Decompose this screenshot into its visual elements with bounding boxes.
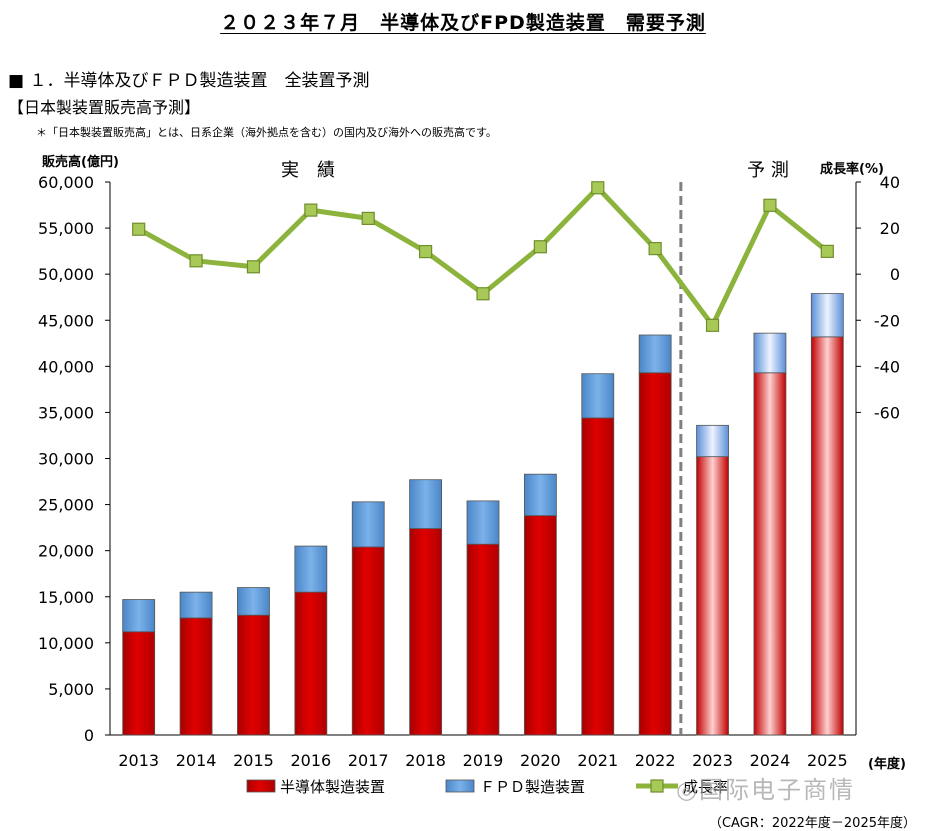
y-axis-title: 販売高(億円) xyxy=(42,154,119,170)
axes-layer: 0 5,000 10,000 15,000 20,000 25,000 30,000 35,0… xyxy=(38,173,900,770)
growth-rate-point xyxy=(820,244,834,258)
x-tick-label: 2016 xyxy=(290,751,331,770)
bar-fpd xyxy=(351,501,385,548)
chart-labels-layer: 販売高(億円) 成長率(%) 実 績 予 測 (年度) xyxy=(42,154,906,772)
y-tick-label: 15,000 xyxy=(38,588,94,607)
watermark: ◎国际电子商情 xyxy=(676,776,855,804)
cagr-note: （CAGR：2022年度－2025年度） xyxy=(708,816,916,831)
bar-fpd xyxy=(523,473,557,517)
x-tick-label: 2020 xyxy=(520,751,561,770)
y2-tick-label: 40 xyxy=(880,173,900,192)
document-title-text: ２０２３年７月 半導体及びFPD製造装置 需要予測 xyxy=(220,12,706,34)
x-tick-label: 2013 xyxy=(118,751,159,770)
bar-semiconductor xyxy=(179,617,213,736)
y2-tick-label: -40 xyxy=(874,357,900,376)
y2-tick-label: 20 xyxy=(880,219,900,238)
x-tick-label: 2024 xyxy=(750,751,791,770)
growth-rate-point xyxy=(476,287,490,301)
growth-rate-point xyxy=(591,181,605,195)
bars-layer xyxy=(122,293,844,736)
bar-semiconductor xyxy=(122,631,156,736)
y2-tick-label: 0 xyxy=(890,265,900,284)
growth-rate-point xyxy=(648,241,662,256)
bar-semiconductor xyxy=(466,543,500,736)
bar-semiconductor xyxy=(638,372,672,736)
bar-fpd xyxy=(409,479,443,529)
legend-swatch-growth-marker xyxy=(650,779,664,793)
growth-rate-point xyxy=(533,240,547,254)
growth-line-layer xyxy=(132,181,834,332)
y-tick-label: 0 xyxy=(84,726,94,745)
x-tick-label: 2017 xyxy=(348,751,389,770)
growth-rate-point xyxy=(361,211,375,226)
y-tick-label: 40,000 xyxy=(38,357,94,376)
bar-semiconductor xyxy=(409,528,443,736)
growth-rate-point xyxy=(132,222,146,236)
legend: 半導体製造装置 ＦＰＤ製造装置 成長率 xyxy=(246,778,728,796)
y2-tick-label: -20 xyxy=(874,311,900,330)
y2-tick-label: -60 xyxy=(874,403,900,422)
bar-fpd xyxy=(237,587,270,616)
bar-semiconductor xyxy=(696,456,729,736)
x-axis-unit: (年度) xyxy=(868,756,906,772)
bar-fpd xyxy=(753,332,787,374)
y-tick-label: 45,000 xyxy=(38,311,94,330)
bar-semiconductor xyxy=(581,417,615,736)
growth-rate-point xyxy=(304,203,318,217)
actual-period-label: 実 績 xyxy=(281,160,335,181)
y-tick-label: 60,000 xyxy=(38,173,94,192)
bar-semiconductor xyxy=(810,336,844,736)
bar-fpd xyxy=(294,545,328,593)
y-tick-label: 20,000 xyxy=(38,542,94,561)
growth-rate-line xyxy=(137,185,829,328)
x-tick-label: 2018 xyxy=(405,751,446,770)
x-tick-label: 2021 xyxy=(577,751,618,770)
y-tick-label: 10,000 xyxy=(38,634,94,653)
x-tick-label: 2025 xyxy=(807,751,848,770)
y-tick-label: 50,000 xyxy=(38,265,94,284)
bar-fpd xyxy=(122,599,156,633)
growth-rate-point xyxy=(419,244,433,259)
x-tick-label: 2023 xyxy=(692,751,733,770)
x-tick-label: 2014 xyxy=(176,751,217,770)
legend-label-fpd: ＦＰＤ製造装置 xyxy=(480,778,585,796)
y-tick-label: 35,000 xyxy=(38,403,94,422)
legend-label-growth: 成長率 xyxy=(683,778,728,796)
x-tick-label: 2022 xyxy=(635,751,676,770)
y2-axis-title: 成長率(%) xyxy=(820,161,884,177)
bar-semiconductor xyxy=(753,372,787,736)
bar-semiconductor xyxy=(523,515,557,736)
footnote: ＊「日本製装置販売高」とは、日系企業（海外拠点を含む）の国内及び海外への販売高で… xyxy=(36,126,497,139)
y-tick-label: 30,000 xyxy=(38,450,94,469)
growth-rate-point xyxy=(246,260,261,274)
bar-fpd xyxy=(179,591,213,619)
bar-fpd xyxy=(810,293,844,338)
y-tick-label: 55,000 xyxy=(38,219,94,238)
bar-fpd xyxy=(696,424,729,458)
legend-swatch-fpd xyxy=(445,779,475,793)
section-heading: ■ １．半導体及びＦＰＤ製造装置 全装置予測 xyxy=(8,71,370,91)
growth-rate-point xyxy=(763,198,777,212)
x-tick-label: 2015 xyxy=(233,751,274,770)
bar-fpd xyxy=(466,500,500,545)
y-tick-label: 25,000 xyxy=(38,496,94,515)
sub-heading: 【日本製装置販売高予測】 xyxy=(8,98,201,117)
legend-swatch-semiconductor xyxy=(246,779,276,793)
bar-semiconductor xyxy=(294,591,328,736)
bar-fpd xyxy=(638,334,672,374)
forecast-period-label: 予 測 xyxy=(747,160,789,181)
growth-rate-point xyxy=(705,318,720,332)
document-title: ２０２３年７月 半導体及びFPD製造装置 需要予測 xyxy=(0,8,926,35)
legend-label-semiconductor: 半導体製造装置 xyxy=(280,778,385,796)
growth-rate-point xyxy=(189,254,203,268)
x-tick-label: 2019 xyxy=(463,751,504,770)
bar-semiconductor xyxy=(351,546,385,736)
bar-semiconductor xyxy=(237,614,270,736)
bar-fpd xyxy=(581,373,615,419)
y-tick-label: 5,000 xyxy=(48,680,94,699)
